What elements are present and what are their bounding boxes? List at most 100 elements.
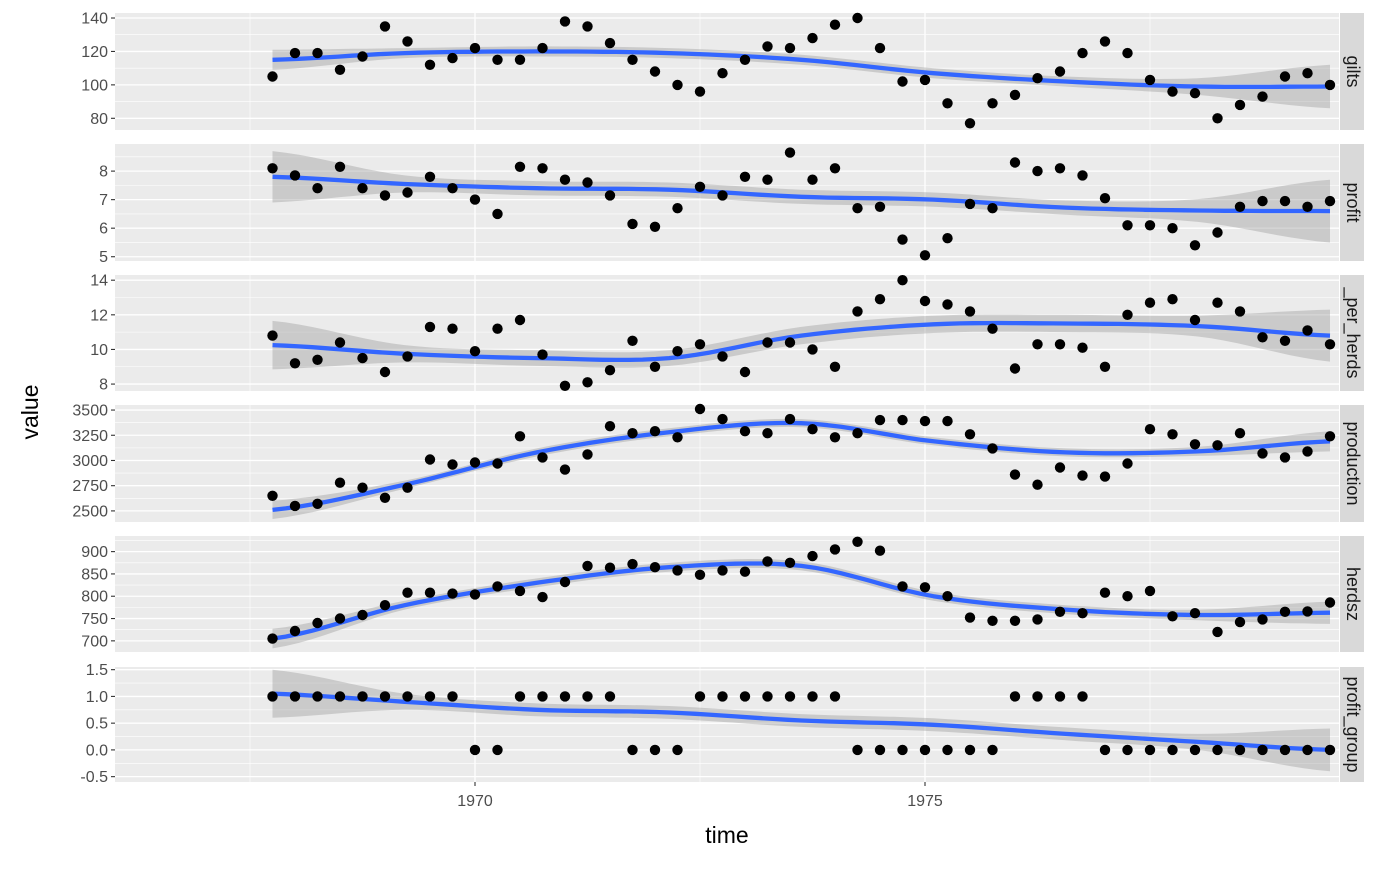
y-tick-label: 2750 xyxy=(72,478,108,495)
y-tick-label: 5 xyxy=(99,249,108,266)
data-point xyxy=(942,591,953,602)
data-point xyxy=(1144,220,1156,231)
data-point xyxy=(1099,361,1111,372)
facet-strip-label: _per_herds xyxy=(1342,286,1363,378)
data-point xyxy=(1302,325,1313,336)
smooth-line xyxy=(272,320,1331,363)
data-point xyxy=(717,691,728,702)
smooth-line xyxy=(272,420,1331,513)
data-point xyxy=(964,429,976,440)
data-point xyxy=(582,449,593,460)
data-point xyxy=(1122,47,1133,59)
data-point xyxy=(1077,691,1088,702)
data-point xyxy=(1009,469,1021,480)
panel-production: 2500 2750 3000 3250 3500 production xyxy=(72,403,1364,522)
y-axis-title: value xyxy=(17,385,43,440)
data-point xyxy=(514,54,526,65)
y-tick-label: 750 xyxy=(81,611,108,628)
data-point xyxy=(1279,606,1291,617)
facet-strip xyxy=(1340,405,1364,522)
y-tick-label: 8 xyxy=(99,377,108,394)
data-point xyxy=(649,426,661,437)
data-point xyxy=(1009,157,1021,168)
data-point xyxy=(987,323,998,334)
y-tick-label: 8 xyxy=(99,164,108,181)
y-tick-label: 80 xyxy=(90,111,108,128)
data-point xyxy=(492,323,503,334)
data-point xyxy=(537,163,548,174)
data-point xyxy=(267,330,278,341)
y-tick-label: 0.5 xyxy=(86,716,108,733)
smooth-line xyxy=(272,49,1331,90)
data-point xyxy=(784,337,796,348)
data-point xyxy=(582,177,593,188)
data-point xyxy=(784,557,796,568)
data-point xyxy=(357,609,368,621)
y-tick-label: 800 xyxy=(81,589,108,606)
data-point xyxy=(492,208,503,220)
data-point xyxy=(852,536,863,547)
data-point xyxy=(649,221,661,232)
data-point xyxy=(694,569,706,580)
data-point xyxy=(1234,744,1246,756)
data-point xyxy=(447,459,458,470)
data-point xyxy=(1122,458,1133,469)
data-point xyxy=(762,174,773,185)
data-point xyxy=(987,443,998,454)
panel-background xyxy=(115,667,1339,782)
data-point xyxy=(1099,471,1111,482)
facet-strip-label: gilts xyxy=(1343,55,1363,87)
data-point xyxy=(424,691,436,702)
data-point xyxy=(1234,428,1246,439)
data-point xyxy=(717,565,728,576)
data-point xyxy=(807,550,818,562)
data-point xyxy=(1032,614,1043,625)
data-point xyxy=(537,591,548,603)
data-point xyxy=(424,587,436,598)
data-point xyxy=(672,79,683,91)
data-point xyxy=(1257,614,1268,625)
data-point xyxy=(1122,744,1133,756)
data-point xyxy=(762,41,773,52)
panel-background xyxy=(115,144,1339,261)
data-point xyxy=(672,565,683,576)
y-tick-label: 120 xyxy=(81,44,108,61)
data-point xyxy=(1122,309,1133,320)
data-point xyxy=(559,16,571,27)
y-tick-label: 3000 xyxy=(72,453,108,470)
data-point xyxy=(469,457,481,468)
data-point xyxy=(267,490,278,501)
data-point xyxy=(649,744,661,756)
data-point xyxy=(312,691,323,702)
data-point xyxy=(514,691,526,702)
data-point xyxy=(897,275,908,286)
data-point xyxy=(897,581,908,592)
data-point xyxy=(559,691,571,702)
data-point xyxy=(987,203,998,214)
data-point xyxy=(1054,606,1066,617)
y-tick-label: 850 xyxy=(81,566,108,583)
data-point xyxy=(829,691,841,702)
data-point xyxy=(492,458,503,469)
data-point xyxy=(1099,36,1111,47)
data-point xyxy=(1189,744,1201,756)
data-point xyxy=(289,170,301,181)
data-point xyxy=(1167,86,1178,97)
data-point xyxy=(289,47,301,59)
data-point xyxy=(1099,587,1111,598)
data-point xyxy=(987,98,998,109)
data-point xyxy=(447,323,458,334)
data-point xyxy=(739,426,751,437)
data-point xyxy=(739,691,751,702)
data-point xyxy=(627,54,638,65)
data-point xyxy=(762,428,773,439)
data-point xyxy=(1302,744,1313,756)
y-tick-label: 10 xyxy=(90,342,108,359)
data-point xyxy=(874,294,886,305)
data-point xyxy=(1032,691,1043,702)
data-point xyxy=(1234,201,1246,212)
y-tick-label: 3250 xyxy=(72,428,108,445)
data-point xyxy=(717,68,728,79)
data-point xyxy=(1257,332,1268,343)
